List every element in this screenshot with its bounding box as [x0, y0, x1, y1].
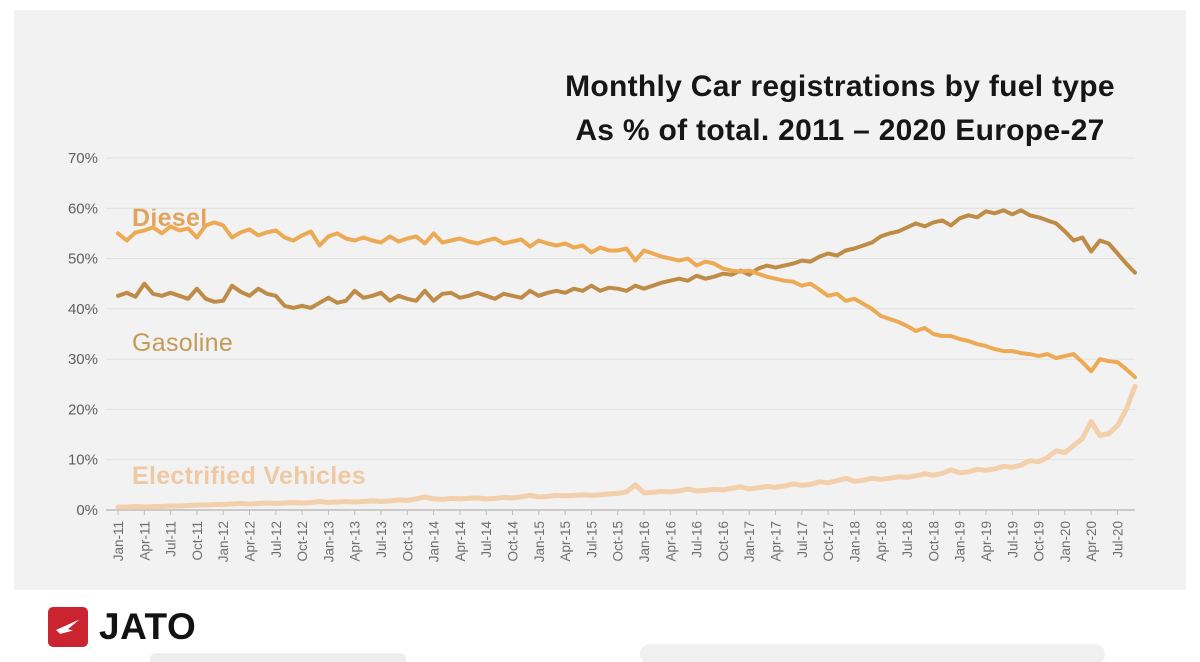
x-tick-label: Jul-19 [1005, 521, 1020, 558]
jato-logo-text: JATO [99, 606, 197, 647]
y-tick-label: 30% [68, 351, 98, 368]
x-tick-label: Jan-15 [532, 521, 547, 562]
jato-logo: JATO [48, 606, 196, 648]
x-tick-label: Oct-17 [821, 521, 836, 562]
x-tick-label: Apr-18 [874, 521, 889, 562]
x-tick-label: Jan-13 [321, 521, 336, 562]
y-tick-label: 20% [68, 401, 98, 418]
y-tick-label: 60% [68, 200, 98, 217]
chart-title-line2: As % of total. 2011 – 2020 Europe-27 [575, 114, 1105, 147]
x-tick-label: Oct-18 [926, 521, 941, 562]
x-tick-label: Apr-16 [663, 521, 678, 562]
y-tick-label: 0% [76, 502, 98, 519]
x-tick-label: Jan-20 [1058, 521, 1073, 562]
jato-arrow-glyph [56, 619, 80, 634]
x-tick-label: Jan-16 [637, 521, 652, 562]
x-tick-label: Jan-18 [847, 521, 862, 562]
x-tick-label: Apr-20 [1084, 521, 1099, 562]
chart-title-line1: Monthly Car registrations by fuel type [565, 70, 1115, 103]
jato-arrow-icon [48, 607, 88, 647]
x-tick-label: Jan-19 [953, 521, 968, 562]
x-tick-label: Jan-12 [216, 521, 231, 562]
x-tick-label: Jul-17 [795, 521, 810, 558]
x-tick-label: Jul-12 [269, 521, 284, 558]
x-tick-label: Jan-14 [427, 521, 442, 563]
y-tick-label: 10% [68, 452, 98, 469]
x-tick-label: Apr-15 [558, 521, 573, 562]
series-line-diesel [116, 220, 1137, 380]
x-tick-label: Apr-11 [137, 521, 152, 561]
bottom-strip-left [150, 653, 406, 662]
x-tick-label: Apr-17 [769, 521, 784, 562]
bottom-strip-right [640, 644, 1105, 662]
chart-title: Monthly Car registrations by fuel type A… [479, 65, 1200, 153]
x-tick-label: Oct-13 [400, 521, 415, 562]
x-tick-label: Apr-19 [979, 521, 994, 562]
x-tick-label: Jul-16 [690, 521, 705, 558]
series-label-gasoline: Gasoline [132, 329, 234, 357]
x-tick-label: Apr-14 [453, 521, 468, 562]
x-tick-label: Jul-14 [479, 521, 494, 558]
x-tick-label: Jul-11 [164, 521, 179, 557]
x-tick-label: Oct-14 [506, 521, 521, 562]
x-tick-label: Jan-11 [111, 521, 126, 561]
x-tick-label: Oct-11 [190, 521, 205, 561]
x-tick-label: Jul-20 [1110, 521, 1125, 558]
x-tick-label: Jan-17 [742, 521, 757, 562]
x-tick-label: Jul-13 [374, 521, 389, 558]
x-tick-label: Jul-15 [584, 521, 599, 558]
x-tick-label: Apr-12 [243, 521, 258, 562]
x-tick-label: Oct-15 [611, 521, 626, 562]
series-line-electrified-vehicles [115, 383, 1138, 510]
y-tick-label: 40% [68, 301, 98, 318]
x-tick-label: Jul-18 [900, 521, 915, 558]
series-line-gasoline [116, 208, 1137, 310]
x-tick-label: Oct-12 [295, 521, 310, 562]
y-tick-label: 50% [68, 251, 98, 268]
x-tick-label: Oct-19 [1032, 521, 1047, 562]
x-tick-label: Apr-13 [348, 521, 363, 562]
y-tick-label: 70% [68, 150, 98, 167]
x-tick-label: Oct-16 [716, 521, 731, 562]
series-label-electrified-vehicles: Electrified Vehicles [132, 462, 366, 490]
